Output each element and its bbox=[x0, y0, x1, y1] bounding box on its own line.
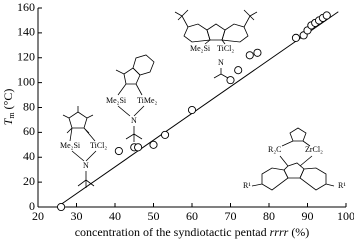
x-tick-label: 40 bbox=[109, 209, 121, 223]
ring bbox=[206, 23, 226, 41]
y-tick-label: 100 bbox=[17, 74, 35, 88]
structure-label: N bbox=[83, 161, 89, 170]
x-tick-label: 70 bbox=[225, 209, 237, 223]
y-tick-label: 80 bbox=[23, 99, 35, 113]
structure-label: N bbox=[218, 58, 224, 67]
structure-label: R¹ bbox=[338, 181, 346, 190]
structure-label: R₂C bbox=[268, 145, 281, 154]
ring bbox=[123, 67, 141, 85]
ring bbox=[132, 54, 155, 76]
ring bbox=[68, 111, 88, 129]
data-point bbox=[226, 76, 235, 85]
y-tick-label: 140 bbox=[17, 25, 35, 39]
y-symbol: T bbox=[1, 117, 15, 125]
x-title-text: concentration of the syndiotactic pentad bbox=[75, 225, 267, 239]
bonds bbox=[251, 183, 335, 187]
bonds bbox=[174, 9, 258, 79]
y-tick-label: 120 bbox=[17, 50, 35, 64]
data-point bbox=[149, 140, 158, 149]
data-point bbox=[234, 66, 243, 75]
data-point bbox=[134, 143, 143, 152]
structure-label: N bbox=[131, 116, 137, 125]
structure-label: Me₂Si bbox=[106, 96, 127, 105]
x-tick-label: 100 bbox=[337, 209, 354, 223]
y-tick-label: 160 bbox=[17, 0, 35, 14]
fit-line bbox=[56, 11, 339, 208]
structure-label: ZrCl₂ bbox=[305, 145, 323, 154]
bonds bbox=[62, 106, 97, 188]
x-tick-label: 50 bbox=[148, 209, 160, 223]
structure-label: TiCl₂ bbox=[90, 141, 107, 150]
data-point bbox=[187, 105, 197, 115]
ring bbox=[299, 167, 327, 191]
x-tick-label: 60 bbox=[186, 209, 198, 223]
y-axis-title: Tm (°C) bbox=[1, 89, 16, 126]
y-tick-label: 20 bbox=[23, 174, 35, 188]
y-tick-label: 40 bbox=[23, 149, 35, 163]
data-point bbox=[57, 202, 66, 212]
x-tick-label: 90 bbox=[302, 209, 314, 223]
structure-label: Me₂Si bbox=[190, 44, 211, 53]
y-tick-label: 60 bbox=[23, 124, 35, 138]
bonds bbox=[115, 69, 145, 142]
x-axis-title: concentration of the syndiotactic pentad… bbox=[75, 225, 310, 239]
y-unit: (°C) bbox=[1, 89, 15, 110]
x-title-unit: (%) bbox=[291, 225, 309, 239]
x-tick-label: 30 bbox=[71, 209, 83, 223]
structure-label: R¹ bbox=[243, 181, 251, 190]
x-tick-label: 20 bbox=[32, 209, 44, 223]
x-title-italic: rrrr bbox=[270, 225, 289, 239]
ring bbox=[289, 127, 307, 142]
structure-label: Me₂Si bbox=[60, 141, 81, 150]
data-point bbox=[253, 48, 262, 57]
data-point bbox=[291, 33, 301, 42]
data-point bbox=[245, 51, 254, 60]
data-point bbox=[160, 130, 170, 139]
y-subscript: m bbox=[7, 112, 16, 119]
data-point bbox=[322, 11, 331, 20]
bonds bbox=[279, 140, 313, 167]
structure-label: TiCl₂ bbox=[217, 44, 234, 53]
ring bbox=[261, 167, 289, 191]
data-point bbox=[114, 146, 123, 156]
structures bbox=[62, 9, 335, 191]
structure-label: TiMe₂ bbox=[137, 96, 157, 105]
x-tick-label: 80 bbox=[263, 209, 275, 223]
y-tick-label: 0 bbox=[29, 199, 35, 213]
